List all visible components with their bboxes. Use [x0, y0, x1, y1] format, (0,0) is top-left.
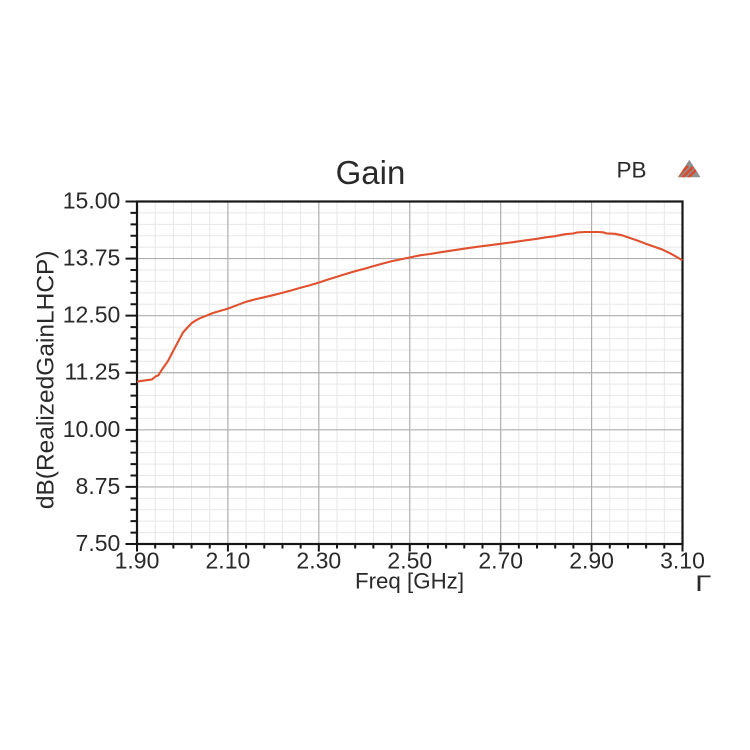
svg-text:2.30: 2.30 [296, 548, 341, 574]
svg-text:8.75: 8.75 [76, 473, 121, 499]
svg-text:11.25: 11.25 [64, 359, 120, 385]
svg-text:15.00: 15.00 [63, 188, 121, 214]
svg-text:12.50: 12.50 [63, 302, 121, 328]
svg-text:3.10: 3.10 [660, 548, 705, 574]
svg-text:1.90: 1.90 [115, 548, 160, 574]
svg-text:10.00: 10.00 [63, 416, 121, 442]
svg-text:2.90: 2.90 [569, 548, 614, 574]
svg-text:13.75: 13.75 [63, 245, 121, 271]
svg-text:2.10: 2.10 [206, 548, 251, 574]
svg-text:PB: PB [617, 158, 647, 183]
svg-text:dB(RealizedGainLHCP): dB(RealizedGainLHCP) [33, 250, 60, 509]
svg-text:Γ: Γ [695, 570, 711, 596]
svg-text:7.50: 7.50 [76, 530, 121, 556]
svg-text:Gain: Gain [336, 154, 406, 191]
svg-text:Freq [GHz]: Freq [GHz] [355, 569, 464, 594]
svg-text:2.70: 2.70 [478, 548, 523, 574]
svg-text:2.50: 2.50 [387, 548, 432, 574]
